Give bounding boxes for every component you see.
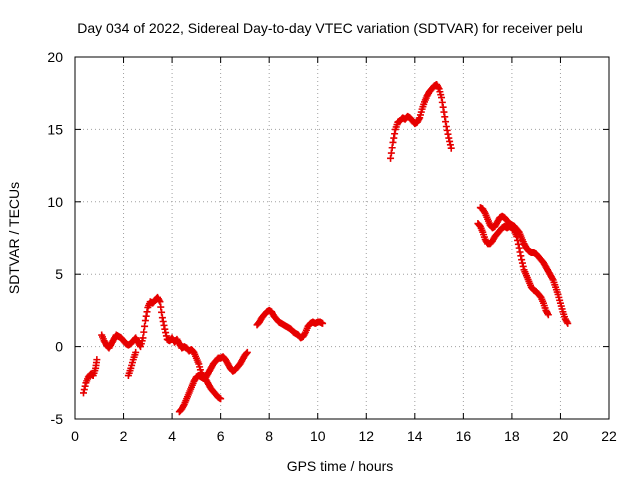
data-point (548, 275, 556, 283)
chart-title: Day 034 of 2022, Sidereal Day-to-day VTE… (77, 20, 583, 36)
data-point (141, 322, 149, 330)
x-tick-label: 18 (504, 428, 520, 444)
x-tick-label: 0 (71, 428, 79, 444)
data-point (442, 123, 450, 131)
x-tick-label: 22 (601, 428, 617, 444)
x-tick-label: 10 (310, 428, 326, 444)
x-tick-label: 16 (456, 428, 472, 444)
data-point (388, 144, 396, 152)
x-tick-label: 12 (358, 428, 374, 444)
data-point (143, 308, 151, 316)
data-point (319, 319, 327, 327)
data-point (158, 308, 166, 316)
data-point (391, 130, 399, 138)
axis-ticks: 0 2 4 6 8 10 12 14 16 18 20 22 -5 0 5 10 15 20 (47, 49, 617, 444)
data-point (443, 126, 451, 134)
x-tick-label: 20 (553, 428, 569, 444)
series-seg-h (476, 204, 572, 327)
series-seg-b (98, 293, 225, 403)
data-point (544, 311, 552, 319)
data-point (445, 134, 453, 142)
data-point (140, 328, 148, 336)
data-point (544, 309, 552, 317)
data-point (564, 319, 572, 327)
data-point (217, 395, 225, 403)
data-point (563, 318, 571, 326)
data-point (141, 317, 149, 325)
y-axis-label: SDTVAR / TECUs (6, 182, 22, 294)
data-point (434, 83, 442, 91)
series-seg-a (79, 356, 101, 397)
data-point (446, 137, 454, 145)
data-point (517, 252, 525, 260)
data-point (438, 98, 446, 106)
data-point (440, 108, 448, 116)
data-point (438, 94, 446, 102)
data-point (415, 115, 423, 123)
x-tick-label: 4 (168, 428, 176, 444)
data-points (79, 81, 572, 416)
data-point (519, 262, 527, 270)
y-tick-label: 15 (47, 121, 63, 137)
data-point (155, 296, 163, 304)
data-point (446, 141, 454, 149)
plot-frame (74, 56, 610, 420)
y-tick-label: 10 (47, 194, 63, 210)
data-point (447, 144, 455, 152)
data-point (161, 325, 169, 333)
series-seg-e (253, 306, 327, 342)
series-seg-c (124, 348, 140, 380)
data-point (441, 113, 449, 121)
series-seg-d (175, 348, 251, 416)
x-axis-label: GPS time / hours (287, 458, 394, 474)
data-point (243, 349, 251, 357)
data-point (157, 303, 165, 311)
data-point (93, 356, 101, 364)
y-tick-label: 0 (55, 339, 63, 355)
y-tick-label: 20 (47, 49, 63, 65)
data-point (389, 138, 397, 146)
series-seg-g (474, 220, 552, 319)
data-point (518, 259, 526, 267)
x-tick-label: 2 (120, 428, 128, 444)
data-point (159, 318, 167, 326)
data-point (160, 321, 168, 329)
data-point (387, 149, 395, 157)
x-tick-label: 8 (265, 428, 273, 444)
data-point (387, 154, 395, 162)
data-point (79, 389, 87, 397)
data-point (139, 334, 147, 342)
data-point (243, 348, 251, 356)
data-point (515, 244, 523, 252)
data-point (80, 386, 88, 394)
data-point (442, 118, 450, 126)
data-point (162, 332, 170, 340)
data-point (132, 348, 140, 356)
data-point (444, 130, 452, 138)
grid (75, 57, 609, 419)
y-tick-label: -5 (51, 411, 64, 427)
data-point (439, 103, 447, 111)
data-point (156, 298, 164, 306)
x-tick-label: 14 (407, 428, 423, 444)
data-point (142, 312, 150, 320)
data-point (81, 382, 89, 390)
data-point (516, 248, 524, 256)
data-point (390, 134, 398, 142)
x-tick-label: 6 (217, 428, 225, 444)
series-seg-f (387, 81, 455, 162)
data-point (162, 329, 170, 337)
data-point (158, 314, 166, 322)
y-tick-label: 5 (55, 266, 63, 282)
data-point (518, 256, 526, 264)
